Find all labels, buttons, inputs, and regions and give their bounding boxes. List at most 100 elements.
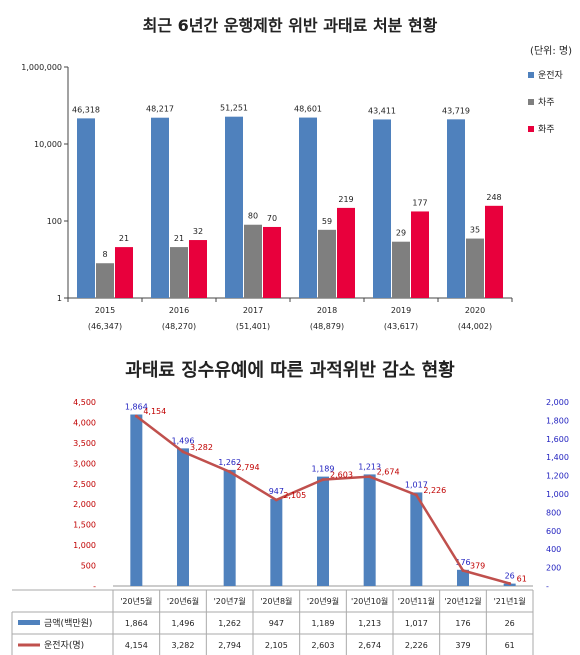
chart2-line-label: 61 — [517, 575, 527, 584]
chart2-right-tick-label: 400 — [546, 545, 561, 554]
chart2-table-cell: 947 — [269, 619, 284, 628]
chart2-left-tick-label: 3,000 — [73, 459, 96, 468]
chart2-x-tick-label: '20년6월 — [167, 596, 199, 606]
chart1-bar-label: 8 — [102, 250, 107, 259]
chart2-bar-label: 1,496 — [172, 436, 195, 445]
chart2-table-cell: 3,282 — [172, 641, 195, 650]
chart1-bar-운전자 — [299, 117, 317, 298]
chart2-bar — [317, 476, 329, 586]
chart2-bar-label: 26 — [505, 572, 515, 581]
chart2-table-cell: 1,189 — [312, 619, 335, 628]
chart2-bar — [363, 474, 376, 586]
chart2-bar-label: 1,017 — [405, 480, 428, 489]
chart1-bar-label: 43,411 — [368, 106, 396, 115]
chart1-bar-label: 29 — [396, 229, 406, 238]
chart2-left-tick-label: 4,000 — [73, 418, 96, 427]
chart1-bar-차주 — [244, 224, 262, 298]
chart1-bar-차주 — [318, 229, 336, 298]
chart2-left-tick-label: 2,000 — [73, 500, 96, 509]
chart2-bar — [457, 569, 469, 586]
chart2-title: 과태료 징수유예에 따른 과적위반 감소 현황 — [125, 360, 455, 381]
chart1-y-tick-label: 1,000,000 — [21, 63, 62, 72]
chart1-category-total: (51,401) — [236, 322, 270, 331]
chart2-left-tick-label: 3,500 — [73, 439, 96, 448]
chart1-legend-swatch — [528, 126, 534, 132]
chart1-unit-label: (단위: 명) — [530, 46, 572, 57]
chart2-line-label: 2,674 — [377, 468, 400, 477]
chart1-x-tick-label: 2015 — [95, 306, 115, 315]
chart1-bar-차주 — [96, 263, 114, 298]
chart2-x-tick-label: '20년9월 — [307, 596, 339, 606]
chart1-bar-label: 43,719 — [442, 106, 470, 115]
chart1-title: 최근 6년간 운행제한 위반 과태료 처분 현황 — [142, 16, 438, 35]
chart2-left-tick-label: 2,500 — [73, 480, 96, 489]
chart2-x-tick-label: '20년7월 — [214, 596, 246, 606]
chart1-x-tick-label: 2019 — [391, 306, 411, 315]
chart1-bar-화주 — [189, 240, 207, 298]
chart1-bar-운전자 — [151, 117, 169, 298]
chart2-left-tick-label: 1,000 — [73, 541, 96, 550]
chart2-table-cell: 61 — [505, 641, 515, 650]
chart2-bar — [223, 469, 236, 586]
chart1-category-total: (44,002) — [458, 322, 492, 331]
chart2-left-tick-label: - — [93, 582, 96, 591]
chart2-legend-swatch — [18, 620, 40, 625]
chart2-x-tick-label: '20년11월 — [398, 596, 435, 606]
chart2-table-cell: 1,213 — [358, 619, 381, 628]
chart1-bar-label: 80 — [248, 212, 258, 221]
chart2-bar-label: 1,864 — [125, 403, 148, 412]
chart2-line-label: 4,154 — [143, 407, 166, 416]
chart1-bar-label: 48,217 — [146, 105, 174, 114]
chart2-right-tick-label: 600 — [546, 527, 561, 536]
chart2-right-tick-label: 2,000 — [546, 398, 569, 407]
chart1-bar-label: 219 — [338, 195, 353, 204]
chart2-line-label: 2,105 — [283, 491, 306, 500]
chart1-bar-label: 35 — [470, 226, 480, 235]
chart1-legend-label: 운전자 — [538, 70, 564, 81]
chart2-right-tick-label: - — [546, 582, 549, 591]
chart1-bar-label: 21 — [174, 234, 184, 243]
chart1-bar-label: 46,318 — [72, 105, 100, 114]
chart1-legend-swatch — [528, 99, 534, 105]
chart1-legend-label: 화주 — [538, 124, 555, 135]
chart2-line-label: 2,226 — [423, 486, 446, 495]
chart2-line-point — [508, 582, 512, 586]
chart1-x-tick-label: 2018 — [317, 306, 337, 315]
chart2-bar-label: 1,189 — [312, 465, 335, 474]
chart1-bar-화주 — [485, 205, 503, 298]
chart2-bar-label: 1,262 — [218, 458, 241, 467]
chart2-right-tick-label: 1,000 — [546, 490, 569, 499]
chart1-bar-label: 21 — [119, 234, 129, 243]
chart2-table-cell: 379 — [455, 641, 470, 650]
chart2-right-tick-label: 1,800 — [546, 416, 569, 425]
chart2-table-cell: 1,017 — [405, 619, 428, 628]
chart2-table-cell: 4,154 — [125, 641, 148, 650]
chart2-table-cell: 1,496 — [172, 619, 195, 628]
chart2-line-point — [181, 450, 185, 454]
chart2-line-label: 2,603 — [330, 471, 353, 480]
chart2-table-cell: 2,105 — [265, 641, 288, 650]
chart2-left-tick-label: 500 — [81, 562, 96, 571]
chart2-left-tick-label: 4,500 — [73, 398, 96, 407]
chart1-bar-label: 48,601 — [294, 105, 322, 114]
chart2-x-tick-label: '20년12월 — [444, 596, 481, 606]
chart1-plot: 1 100 10,000 1,000,000 2015 (46,347) 46,318 8 21… — [21, 63, 564, 331]
chart1-bar-차주 — [466, 238, 484, 298]
chart2-line-label: 379 — [470, 562, 485, 571]
chart1-y-tick-label: 100 — [47, 217, 62, 226]
chart1-bar-운전자 — [77, 118, 95, 299]
chart2-bar — [177, 448, 189, 586]
chart2-bar-label: 947 — [269, 487, 284, 496]
chart1-category-total: (48,879) — [310, 322, 344, 331]
chart2-table-cell: 1,262 — [218, 619, 241, 628]
chart1-bar-화주 — [263, 226, 281, 298]
chart1-category-total: (46,347) — [88, 322, 122, 331]
chart2-table-cell: 2,226 — [405, 641, 428, 650]
chart2-bar — [410, 492, 423, 586]
chart2-left-tick-label: 1,500 — [73, 521, 96, 530]
chart1-y-tick-label: 1 — [57, 294, 62, 303]
chart1-category-total: (43,617) — [384, 322, 418, 331]
chart2-table-cell: 1,864 — [125, 619, 148, 628]
chart1-bar-운전자 — [225, 116, 243, 299]
